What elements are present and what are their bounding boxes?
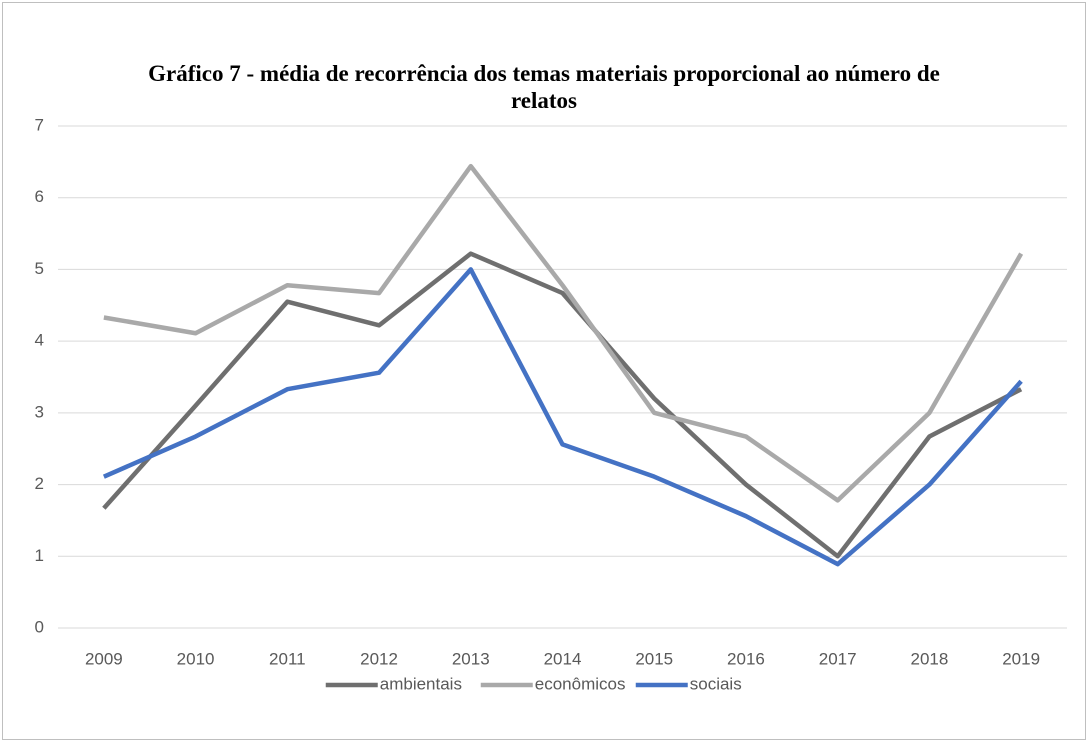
legend-label: ambientais — [380, 674, 462, 693]
y-tick-label: 2 — [35, 474, 44, 493]
x-tick-label: 2009 — [85, 649, 123, 668]
x-tick-label: 2018 — [910, 649, 948, 668]
x-tick-label: 2011 — [269, 649, 306, 668]
x-tick-label: 2010 — [177, 649, 215, 668]
y-tick-label: 1 — [35, 546, 44, 565]
x-tick-label: 2016 — [727, 649, 765, 668]
y-tick-label: 0 — [35, 617, 44, 636]
y-tick-label: 5 — [35, 259, 44, 278]
y-tick-label: 7 — [35, 115, 44, 134]
x-tick-label: 2014 — [544, 649, 582, 668]
line-series — [103, 163, 1024, 503]
legend-label: econômicos — [535, 674, 626, 693]
x-tick-label: 2019 — [1002, 649, 1040, 668]
y-tick-label: 6 — [35, 187, 44, 206]
line-series — [102, 251, 1023, 559]
x-tick-label: 2015 — [635, 649, 673, 668]
y-tick-label: 3 — [35, 402, 44, 421]
line-series — [102, 267, 1023, 567]
y-tick-label: 4 — [35, 331, 44, 350]
x-tick-label: 2013 — [452, 649, 490, 668]
x-tick-label: 2012 — [360, 649, 398, 668]
chart-title: Gráfico 7 - média de recorrência dos tem… — [148, 61, 940, 113]
x-tick-label: 2017 — [819, 649, 857, 668]
legend-label: sociais — [690, 674, 742, 693]
